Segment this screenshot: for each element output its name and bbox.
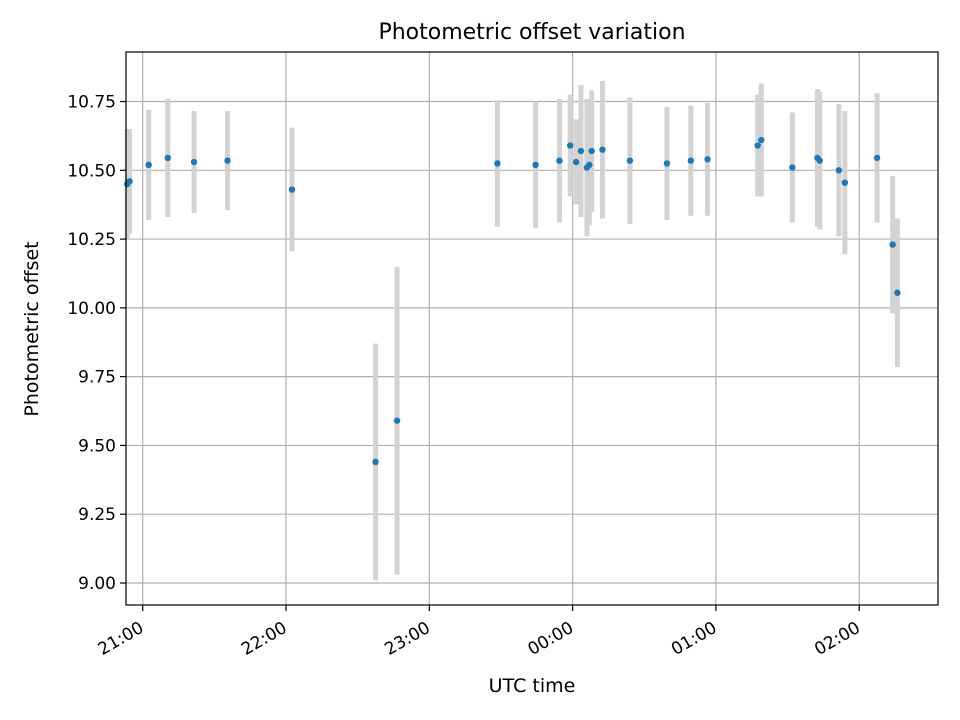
data-point: [816, 157, 823, 164]
grid-layer: [126, 52, 938, 605]
x-axis-label: UTC time: [489, 675, 576, 697]
data-point: [626, 157, 634, 164]
data-point: [889, 241, 896, 248]
data-point: [841, 179, 849, 186]
data-point: [789, 164, 796, 171]
y-tick-label: 10.25: [67, 230, 116, 250]
y-tick-label: 10.50: [67, 161, 116, 181]
data-point: [288, 186, 296, 193]
data-point: [494, 160, 501, 167]
data-point: [835, 167, 843, 174]
plot-area-frame: [125, 51, 939, 606]
data-point: [758, 136, 765, 144]
data-point: [532, 161, 539, 169]
data-point: [894, 289, 901, 296]
y-axis-label: Photometric offset: [21, 241, 43, 416]
data-point: [572, 158, 580, 166]
data-point: [687, 157, 695, 164]
y-tick-label: 10.75: [67, 93, 116, 113]
data-point: [586, 161, 593, 169]
data-point: [599, 146, 606, 153]
data-point: [126, 178, 133, 185]
data-point: [704, 156, 711, 163]
data-point: [190, 158, 198, 166]
y-tick-label: 9.25: [78, 505, 116, 525]
data-point: [577, 147, 585, 155]
data-point: [393, 417, 401, 424]
y-tick-label: 9.75: [78, 368, 116, 388]
data-point: [556, 157, 563, 164]
y-tick-label: 9.00: [78, 574, 116, 594]
y-tick-label: 9.50: [78, 436, 116, 456]
data-point: [164, 154, 171, 162]
data-point: [224, 157, 231, 164]
chart-title: Photometric offset variation: [378, 20, 685, 45]
data-point: [372, 458, 379, 466]
data-point: [567, 142, 574, 149]
data-point: [663, 160, 671, 167]
data-point: [754, 142, 761, 149]
y-tick-label: 10.00: [67, 299, 116, 319]
y-axis-ticks: 9.00 9.25 9.50 9.75 10.00 10.25 10.50 10.75: [67, 93, 126, 594]
data-point: [588, 147, 595, 155]
data-point: [873, 154, 881, 162]
data-point: [145, 161, 152, 169]
